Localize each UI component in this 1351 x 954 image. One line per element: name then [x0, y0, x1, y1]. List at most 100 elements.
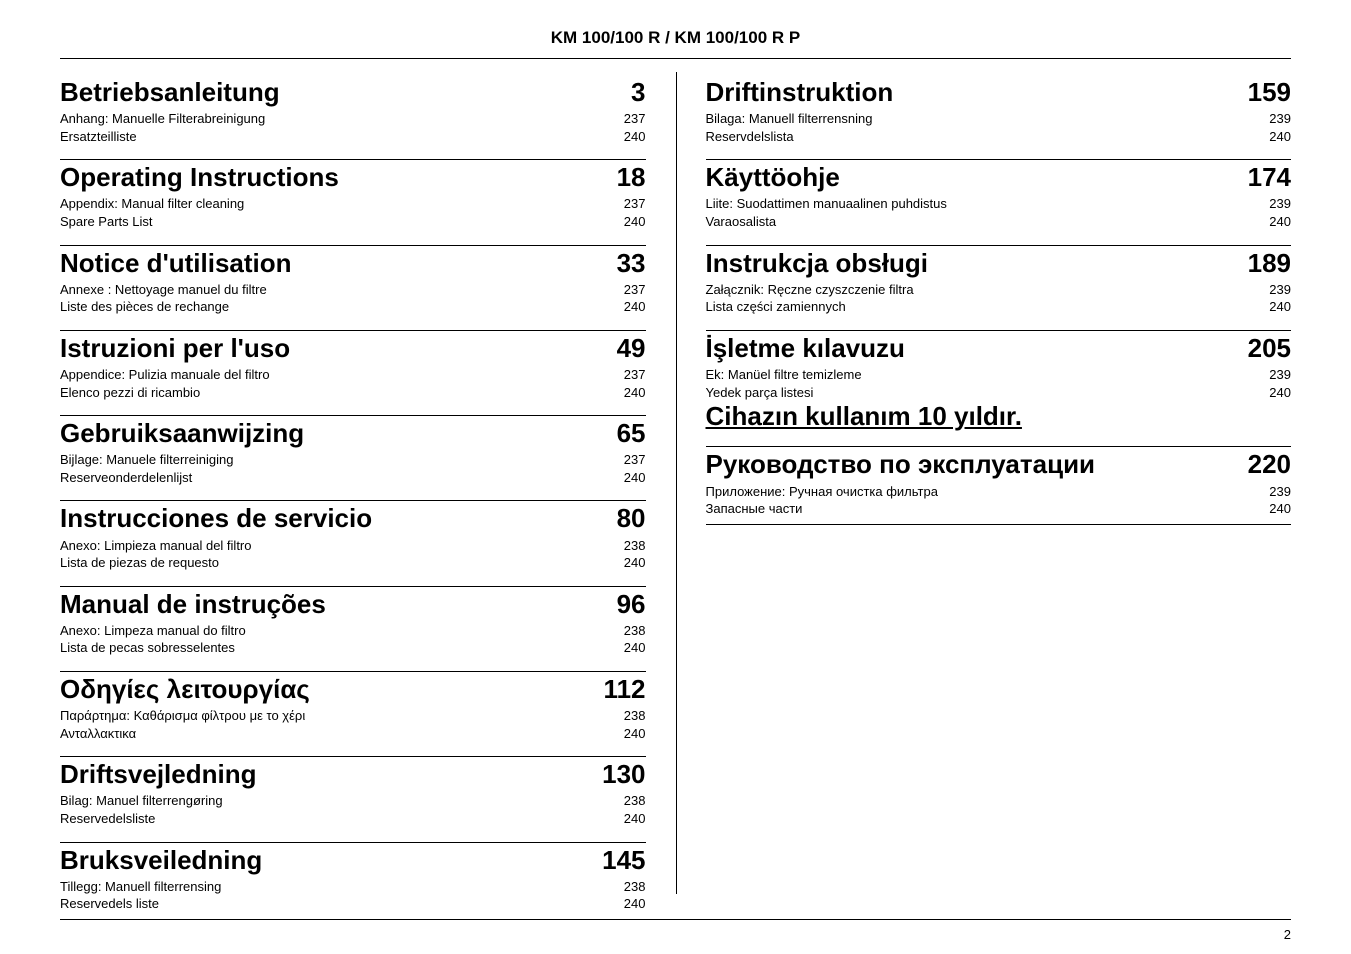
toc-sub-text: Приложение: Ручная очистка фильтра	[706, 483, 938, 501]
toc-sub-row: Appendix: Manual filter cleaning 237	[60, 195, 646, 213]
toc-title-page: 33	[617, 248, 646, 279]
toc-sub-text: Anhang: Manuelle Filterabreinigung	[60, 110, 265, 128]
toc-sub-row: Annexe : Nettoyage manuel du filtre237	[60, 281, 646, 299]
toc-title-row: Gebruiksaanwijzing65	[60, 418, 646, 449]
toc-sub-row: Elenco pezzi di ricambio 240	[60, 384, 646, 402]
toc-sub-page: 237	[624, 452, 646, 467]
section-rule	[60, 500, 646, 501]
toc-sub-page: 240	[624, 470, 646, 485]
toc-sub-row: Bilag: Manuel filterrengøring 238	[60, 792, 646, 810]
toc-sub-row: Bijlage: Manuele filterreiniging 237	[60, 451, 646, 469]
toc-sub-page: 240	[624, 299, 646, 314]
toc-sub-page: 240	[624, 129, 646, 144]
toc-sub-page: 240	[624, 640, 646, 655]
toc-title-row: İşletme kılavuzu205	[706, 333, 1292, 364]
toc-sub-text: Anexo: Limpieza manual del filtro	[60, 537, 252, 555]
toc-sub-page: 240	[624, 726, 646, 741]
toc-sub-page: 238	[624, 538, 646, 553]
toc-sub-row: Załącznik: Ręczne czyszczenie filtra 239	[706, 281, 1292, 299]
toc-section: Instrucciones de servicio80 Anexo: Limpie…	[60, 500, 646, 571]
toc-sub-row: Anhang: Manuelle Filterabreinigung 237	[60, 110, 646, 128]
toc-sub-page: 240	[1269, 385, 1291, 400]
toc-sub-text: Liite: Suodattimen manuaalinen puhdistus	[706, 195, 947, 213]
section-rule	[706, 524, 1292, 525]
toc-sub-row: Запасные части240	[706, 500, 1292, 518]
section-rule	[706, 159, 1292, 160]
section-rule	[60, 756, 646, 757]
section-rule	[60, 159, 646, 160]
footer-rule	[60, 919, 1291, 920]
toc-title-page: 96	[617, 589, 646, 620]
toc-sub-page: 237	[624, 196, 646, 211]
toc-sub-row: Anexo: Limpeza manual do filtro238	[60, 622, 646, 640]
toc-sub-row: Lista części zamiennych 240	[706, 298, 1292, 316]
toc-sub-text: Reserveonderdelenlijst	[60, 469, 192, 487]
toc-sub-text: Appendice: Pulizia manuale del filtro	[60, 366, 270, 384]
toc-title-page: 174	[1248, 162, 1291, 193]
right-column: Driftinstruktion159Bilaga: Manuell filte…	[676, 77, 1292, 927]
toc-title: Driftinstruktion	[706, 77, 894, 108]
toc-sub-text: Ersatzteilliste	[60, 128, 137, 146]
toc-section: Istruzioni per l'uso49 Appendice: Pulizia…	[60, 330, 646, 401]
toc-sub-page: 239	[1269, 282, 1291, 297]
toc-section: Notice d'utilisation33 Annexe : Nettoyage…	[60, 245, 646, 316]
toc-title: Instrukcja obsługi	[706, 248, 929, 279]
toc-sub-text: Appendix: Manual filter cleaning	[60, 195, 244, 213]
toc-sub-text: Yedek parça listesi	[706, 384, 814, 402]
toc-title: Gebruiksaanwijzing	[60, 418, 304, 449]
toc-sub-row: Reservedels liste240	[60, 895, 646, 913]
toc-sub-page: 237	[624, 111, 646, 126]
toc-sub-row: Приложение: Ручная очистка фильтра239	[706, 483, 1292, 501]
toc-sub-page: 240	[624, 555, 646, 570]
toc-title: Οδηγίες λειτουργίας	[60, 674, 310, 705]
toc-sub-text: Anexo: Limpeza manual do filtro	[60, 622, 246, 640]
toc-sub-page: 240	[624, 811, 646, 826]
toc-section: Руководство по эксплуатации220Приложение…	[706, 446, 1292, 524]
toc-sub-text: Elenco pezzi di ricambio	[60, 384, 200, 402]
section-rule	[60, 842, 646, 843]
section-rule	[60, 330, 646, 331]
toc-title-page: 189	[1248, 248, 1291, 279]
toc-sub-row: Lista de piezas de requesto240	[60, 554, 646, 572]
toc-sub-text: Lista części zamiennych	[706, 298, 846, 316]
toc-title-page: 205	[1248, 333, 1291, 364]
toc-sub-page: 240	[1269, 299, 1291, 314]
toc-sub-row: Ersatzteilliste 240	[60, 128, 646, 146]
toc-sub-text: Załącznik: Ręczne czyszczenie filtra	[706, 281, 914, 299]
toc-title-page: 3	[631, 77, 645, 108]
toc-title-row: Istruzioni per l'uso49	[60, 333, 646, 364]
toc-sub-page: 238	[624, 793, 646, 808]
toc-section: İşletme kılavuzu205Ek: Manüel filtre tem…	[706, 330, 1292, 432]
toc-sub-row: Appendice: Pulizia manuale del filtro237	[60, 366, 646, 384]
toc-title: Käyttöohje	[706, 162, 840, 193]
toc-title: Istruzioni per l'uso	[60, 333, 290, 364]
toc-title-row: Manual de instruções96	[60, 589, 646, 620]
toc-sub-text: Liste des pièces de rechange	[60, 298, 229, 316]
toc-sub-row: Ανταλλακτικα240	[60, 725, 646, 743]
toc-sub-row: Reservedelsliste 240	[60, 810, 646, 828]
toc-sub-row: Παράρτημα: Καθάρισμα φίλτρου με το χέρι2…	[60, 707, 646, 725]
toc-sub-text: Запасные части	[706, 500, 803, 518]
toc-sub-text: Reservedels liste	[60, 895, 159, 913]
toc-title: Betriebsanleitung	[60, 77, 280, 108]
toc-title: Instrucciones de servicio	[60, 503, 372, 534]
toc-sub-text: Bijlage: Manuele filterreiniging	[60, 451, 233, 469]
toc-sub-row: Varaosalista240	[706, 213, 1292, 231]
toc-sub-text: Παράρτημα: Καθάρισμα φίλτρου με το χέρι	[60, 707, 305, 725]
toc-sub-row: Reservdelslista 240	[706, 128, 1292, 146]
toc-title-row: Instrucciones de servicio80	[60, 503, 646, 534]
toc-sub-text: Lista de pecas sobresselentes	[60, 639, 235, 657]
toc-sub-text: Reservdelslista	[706, 128, 794, 146]
toc-title-row: Notice d'utilisation33	[60, 248, 646, 279]
toc-section: Οδηγίες λειτουργίας112Παράρτημα: Καθάρισ…	[60, 671, 646, 742]
toc-sub-row: Liste des pièces de rechange 240	[60, 298, 646, 316]
toc-sub-text: Bilag: Manuel filterrengøring	[60, 792, 223, 810]
toc-sub-page: 240	[1269, 129, 1291, 144]
toc-sub-page: 240	[624, 385, 646, 400]
toc-sub-page: 240	[624, 214, 646, 229]
left-column: Betriebsanleitung 3 Anhang: Manuelle Filte…	[60, 77, 676, 927]
toc-sub-text: Reservedelsliste	[60, 810, 155, 828]
toc-sub-row: Reserveonderdelenlijst 240	[60, 469, 646, 487]
toc-section: Gebruiksaanwijzing65 Bijlage: Manuele fil…	[60, 415, 646, 486]
toc-section: Driftsvejledning130Bilag: Manuel filterr…	[60, 756, 646, 827]
